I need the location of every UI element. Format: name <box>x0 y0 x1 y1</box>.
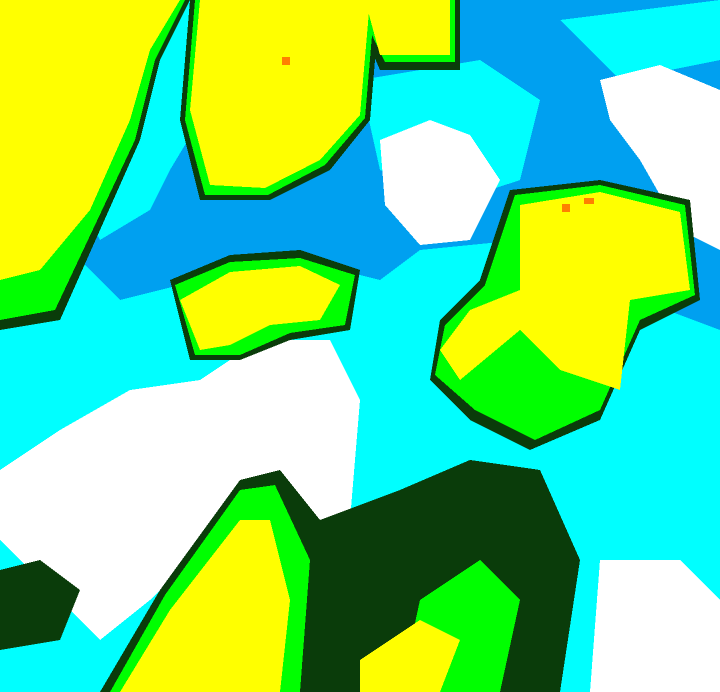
o-patch <box>584 198 594 204</box>
y-patch <box>440 192 690 390</box>
white-patch <box>380 120 500 245</box>
white-regions <box>0 65 720 692</box>
o-patch <box>562 204 570 212</box>
yellow-regions <box>0 0 690 692</box>
y-patch <box>180 266 340 350</box>
y-patch <box>120 520 290 692</box>
white-patch <box>590 560 720 692</box>
white-patch <box>0 340 360 640</box>
cyan-patch <box>560 0 720 80</box>
dg-patch <box>0 560 80 650</box>
o-patch <box>282 57 290 65</box>
orange-spots <box>282 57 594 212</box>
y-patch <box>0 0 180 280</box>
y-patch <box>360 620 460 692</box>
y-patch <box>190 0 370 188</box>
y-patch <box>365 0 450 55</box>
